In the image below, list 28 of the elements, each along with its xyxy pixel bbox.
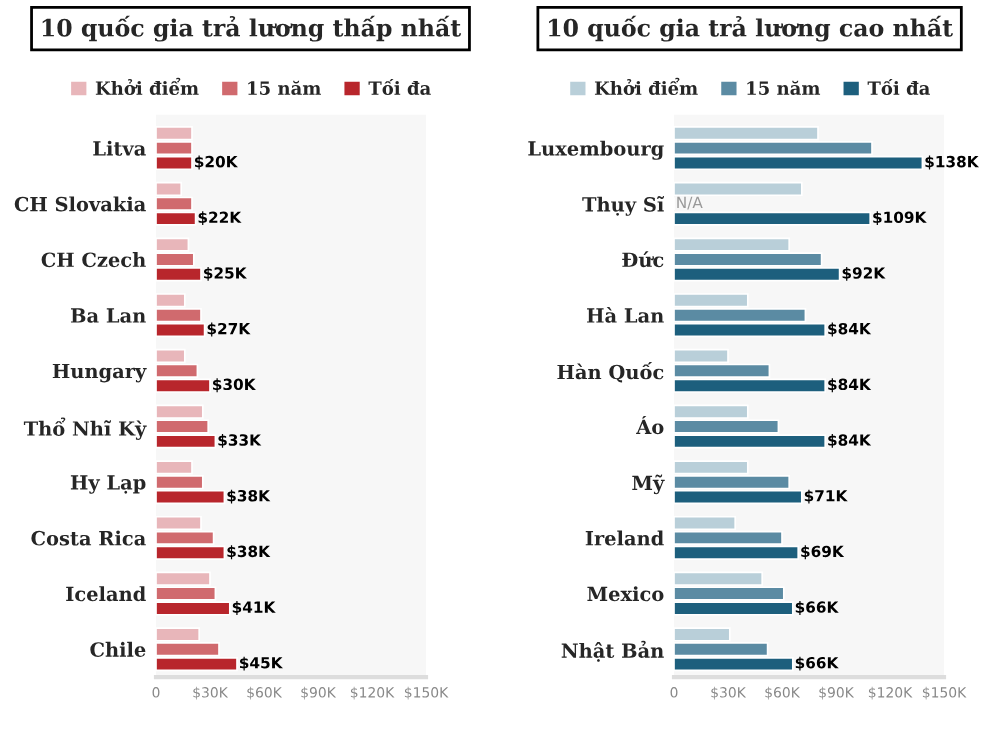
legend-label: 15 năm [747,80,821,95]
y-tick-label: Mỹ [632,474,665,495]
y-tick-label: Hàn Quốc [557,362,664,383]
y-tick-label: Ireland [585,530,664,546]
y-tick-label: Hy Lạp [70,475,146,494]
y-tick-label: Thụy Sĩ [582,196,664,216]
legend-label: Khởi điểm [95,77,199,95]
legend-label: 15 năm [248,80,321,95]
y-tick-label: CH Slovakia [14,196,146,212]
y-tick-label: Áo [636,415,664,435]
y-tick-label: Hà Lan [587,306,664,323]
y-tick-label: Mexico [587,586,664,602]
y-tick-label: Luxembourg [528,140,664,160]
y-tick-label: Litva [93,140,146,156]
y-tick-label: Ba Lan [70,308,146,323]
chart-title: 10 quốc gia trả lương thấp nhất [42,15,462,42]
legend-label: Tối đa [368,78,431,95]
y-tick-label: CH Czech [41,252,146,268]
y-tick-label: Đức [622,251,664,268]
y-tick-label: Costa Rica [31,530,146,546]
legend-label: Khởi điểm [594,77,698,95]
chart-title: 10 quốc gia trả lương cao nhất [549,15,953,42]
y-tick-label: Chile [90,641,146,657]
legend-label: Tối đa [867,78,930,95]
y-tick-label: Thổ Nhĩ Kỳ [23,417,147,440]
y-tick-label: Nhật Bản [561,640,664,662]
y-tick-label: Iceland [66,586,146,602]
y-tick-label: Hungary [52,363,147,383]
